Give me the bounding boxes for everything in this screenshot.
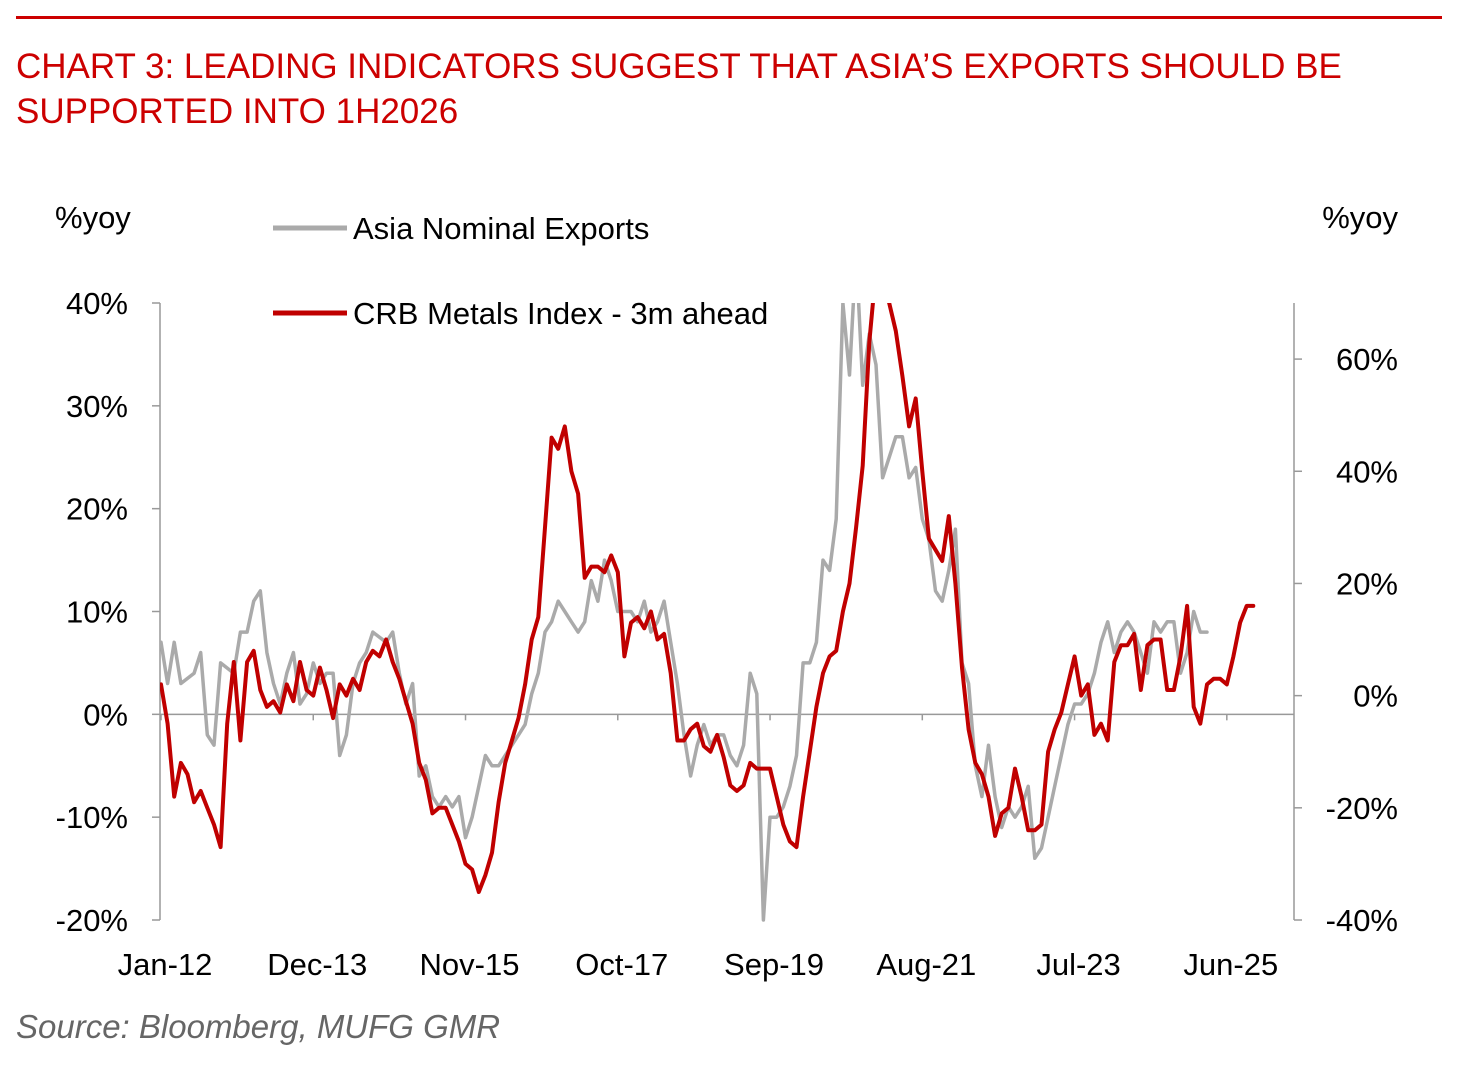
series-layer bbox=[160, 303, 1256, 922]
legend: Asia Nominal Exports CRB Metals Index - 3… bbox=[273, 211, 768, 331]
legend-label: CRB Metals Index - 3m ahead bbox=[353, 296, 768, 331]
left-axis-tick-label: 40% bbox=[66, 286, 128, 321]
series-line-crb-metals-index bbox=[160, 303, 1256, 894]
left-axis-title: %yoy bbox=[55, 200, 131, 235]
series-line-asia-nominal-exports bbox=[160, 303, 1209, 922]
axes: -20% -10% 0% 10% 20% 30% 40% %yoy -40% -20% 0% 20% 4… bbox=[55, 200, 1398, 982]
left-axis-tick-label: 30% bbox=[66, 389, 128, 424]
left-axis-tick-label: 10% bbox=[66, 595, 128, 630]
left-axis-tick-label: -10% bbox=[56, 800, 128, 835]
x-axis-tick-label: Aug-21 bbox=[876, 947, 976, 982]
right-axis-tick-label: -40% bbox=[1326, 903, 1398, 938]
left-axis-tick-label: -20% bbox=[56, 903, 128, 938]
x-axis-tick-label: Jan-12 bbox=[118, 947, 213, 982]
right-axis-tick-label: 40% bbox=[1336, 454, 1398, 489]
right-axis-title: %yoy bbox=[1322, 200, 1398, 235]
left-axis-tick-label: 20% bbox=[66, 492, 128, 527]
left-axis-tick-label: 0% bbox=[83, 697, 128, 732]
x-axis-tick-label: Nov-15 bbox=[420, 947, 520, 982]
right-axis-tick-label: 0% bbox=[1353, 679, 1398, 714]
x-axis-tick-label: Sep-19 bbox=[724, 947, 824, 982]
top-rule bbox=[16, 16, 1442, 19]
x-axis-tick-label: Oct-17 bbox=[575, 947, 668, 982]
chart-title: CHART 3: LEADING INDICATORS SUGGEST THAT… bbox=[16, 47, 1342, 131]
right-axis-tick-label: 60% bbox=[1336, 342, 1398, 377]
x-axis-tick-label: Dec-13 bbox=[267, 947, 367, 982]
legend-label: Asia Nominal Exports bbox=[353, 211, 649, 246]
x-axis-tick-label: Jul-23 bbox=[1036, 947, 1120, 982]
right-axis-tick-label: -20% bbox=[1326, 791, 1398, 826]
source-note: Source: Bloomberg, MUFG GMR bbox=[16, 1008, 501, 1045]
right-axis-tick-label: 20% bbox=[1336, 566, 1398, 601]
x-axis-tick-label: Jun-25 bbox=[1183, 947, 1278, 982]
